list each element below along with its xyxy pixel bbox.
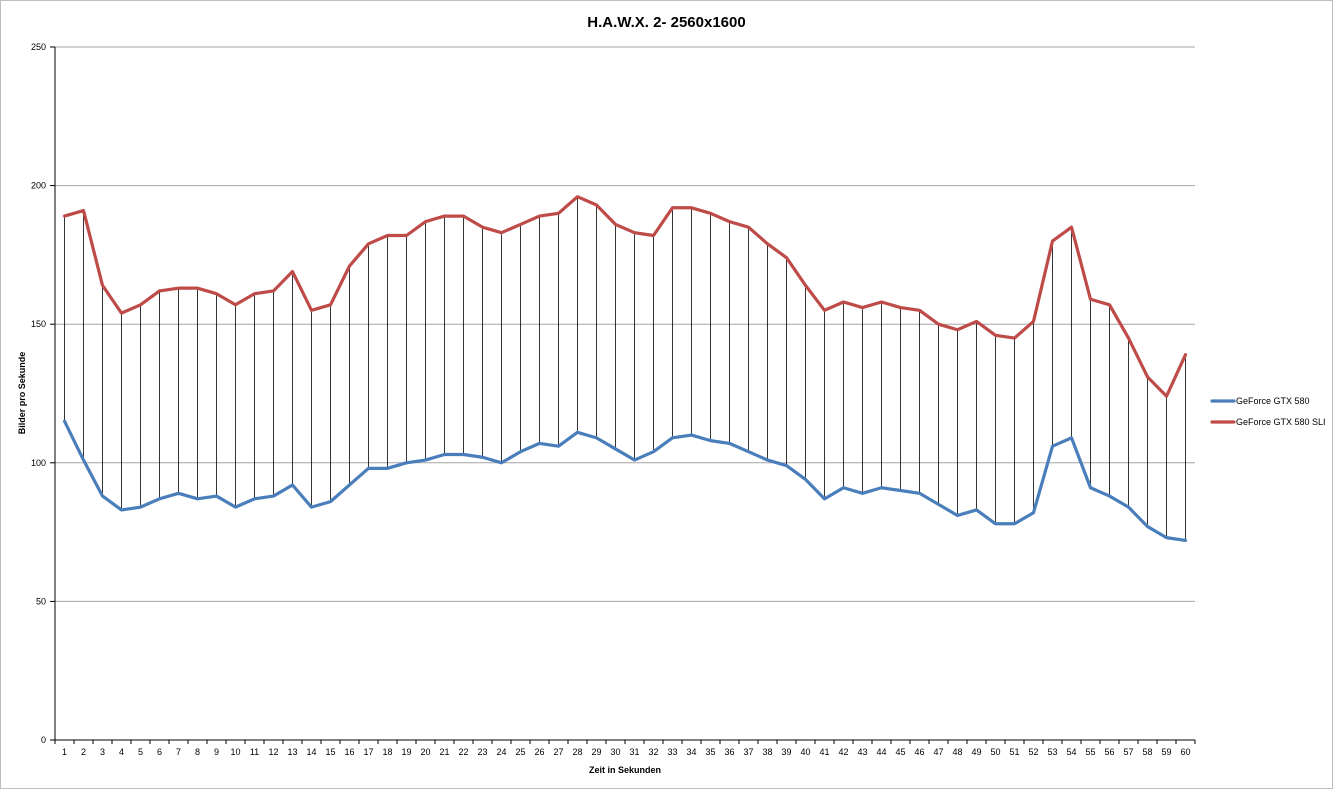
x-tick-label: 57 [1123,747,1133,757]
chart-title: H.A.W.X. 2- 2560x1600 [587,14,746,31]
x-tick-label: 2 [81,747,86,757]
legend: GeForce GTX 580 GeForce GTX 580 SLI [1210,396,1326,427]
x-tick-label: 50 [990,747,1000,757]
y-axis-title: Bilder pro Sekunde [17,352,27,435]
x-tick-label: 58 [1142,747,1152,757]
y-tick-label: 0 [41,735,46,745]
x-tick-label: 22 [458,747,468,757]
x-tick-label: 45 [895,747,905,757]
x-tick-label: 10 [230,747,240,757]
x-tick-label: 21 [439,747,449,757]
x-axis-title: Zeit in Sekunden [589,765,661,775]
x-tick-label: 32 [648,747,658,757]
x-tick-label: 3 [100,747,105,757]
series-lines [62,195,1188,543]
x-tick-label: 52 [1028,747,1038,757]
legend-label-1: GeForce GTX 580 [1236,396,1310,406]
x-tick-label: 54 [1066,747,1076,757]
x-tick-label: 33 [667,747,677,757]
x-tick-label: 35 [705,747,715,757]
x-tick-label: 20 [420,747,430,757]
x-tick-label: 29 [591,747,601,757]
legend-label-2: GeForce GTX 580 SLI [1236,417,1326,427]
x-tick-label: 18 [382,747,392,757]
x-tick-label: 55 [1085,747,1095,757]
x-tick-label: 48 [952,747,962,757]
x-tick-label: 26 [534,747,544,757]
x-tick-label: 6 [157,747,162,757]
x-tick-label: 56 [1104,747,1114,757]
y-tick-label: 250 [31,42,46,52]
high-low-lines [64,196,1186,541]
x-tick-label: 24 [496,747,506,757]
y-tick-label: 150 [31,319,46,329]
x-tick-label: 34 [686,747,696,757]
x-tick-label: 5 [138,747,143,757]
x-tick-label: 23 [477,747,487,757]
x-tick-label: 39 [781,747,791,757]
x-tick-label: 47 [933,747,943,757]
x-tick-label: 8 [195,747,200,757]
x-tick-label: 15 [325,747,335,757]
x-tick-label: 43 [857,747,867,757]
x-tick-label: 1 [62,747,67,757]
x-tick-label: 9 [214,747,219,757]
x-tick-label: 16 [344,747,354,757]
x-tick-label: 40 [800,747,810,757]
y-tick-label: 100 [31,458,46,468]
x-tick-label: 46 [914,747,924,757]
x-tick-label: 37 [743,747,753,757]
x-tick-label: 38 [762,747,772,757]
x-tick-label: 49 [971,747,981,757]
x-tick-label: 12 [268,747,278,757]
x-tick-label: 36 [724,747,734,757]
x-tick-label: 51 [1009,747,1019,757]
x-tick-label: 27 [553,747,563,757]
x-tick-label: 13 [287,747,297,757]
series-line-1 [62,419,1188,543]
x-tick-label: 25 [515,747,525,757]
series-line-2 [62,195,1188,398]
gridlines [55,46,1195,602]
x-tick-label: 14 [306,747,316,757]
y-tick-label: 200 [31,181,46,191]
x-tick-label: 17 [363,747,373,757]
x-tick-label: 59 [1161,747,1171,757]
y-tick-label: 50 [36,596,46,606]
x-tick-label: 11 [250,747,259,757]
x-tick-label: 4 [119,747,124,757]
x-tick-label: 28 [572,747,582,757]
x-tick-label: 19 [401,747,411,757]
x-tick-label: 31 [629,747,639,757]
x-tick-label: 44 [876,747,886,757]
x-tick-label: 41 [819,747,829,757]
x-tick-label: 7 [176,747,181,757]
x-tick-label: 60 [1180,747,1190,757]
x-tick-label: 42 [838,747,848,757]
x-tick-label: 53 [1047,747,1057,757]
x-tick-label: 30 [610,747,620,757]
